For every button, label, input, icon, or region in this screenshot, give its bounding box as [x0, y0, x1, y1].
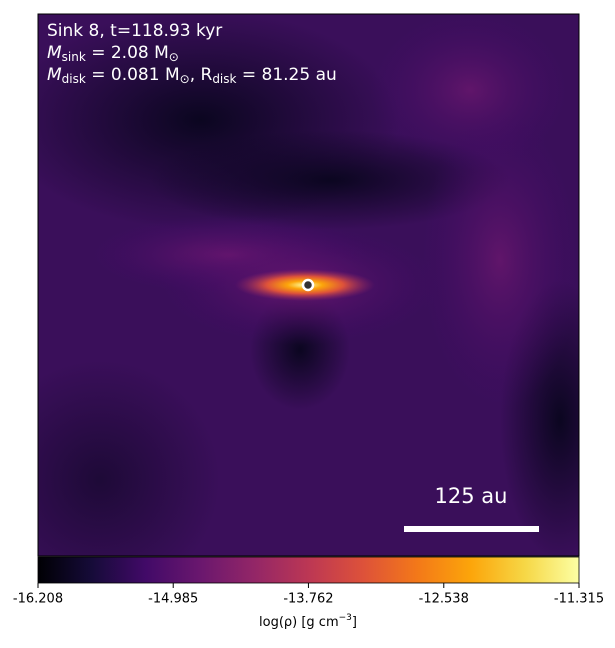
colorbar-label: log(ρ) [g cm−3]	[259, 613, 357, 630]
subscript: ⊙	[180, 72, 190, 86]
text: ]	[352, 615, 357, 630]
tick-label: -13.762	[283, 592, 333, 607]
annotation: Mdisk = 0.081 M⊙, Rdisk = 81.25 au	[47, 65, 337, 86]
subscript: disk	[62, 72, 86, 86]
text: = 0.081 M	[86, 65, 180, 85]
tick-label: -16.208	[13, 592, 63, 607]
subscript: disk	[212, 72, 236, 86]
symbol: M	[47, 43, 62, 63]
subscript: ⊙	[169, 50, 179, 64]
density-map	[38, 14, 579, 556]
scale-bar-label: 125 au	[435, 484, 508, 508]
annotation: Msink = 2.08 M⊙	[47, 43, 179, 64]
text: = 2.08 M	[86, 43, 169, 63]
tick-label: -14.985	[148, 592, 198, 607]
tick-label: -12.538	[419, 592, 469, 607]
sink	[301, 278, 315, 292]
text: log(ρ) [g cm	[259, 615, 339, 630]
text: = 81.25 au	[236, 65, 336, 85]
frame	[37, 13, 580, 557]
scale-bar	[404, 526, 539, 532]
tick-label: -11.315	[554, 592, 604, 607]
annotation: Sink 8, t=118.93 kyr	[47, 21, 222, 41]
text: , R	[190, 65, 213, 85]
superscript: −3	[339, 613, 352, 623]
subscript: sink	[62, 50, 86, 64]
symbol: M	[47, 65, 62, 85]
colorbar	[37, 556, 580, 584]
